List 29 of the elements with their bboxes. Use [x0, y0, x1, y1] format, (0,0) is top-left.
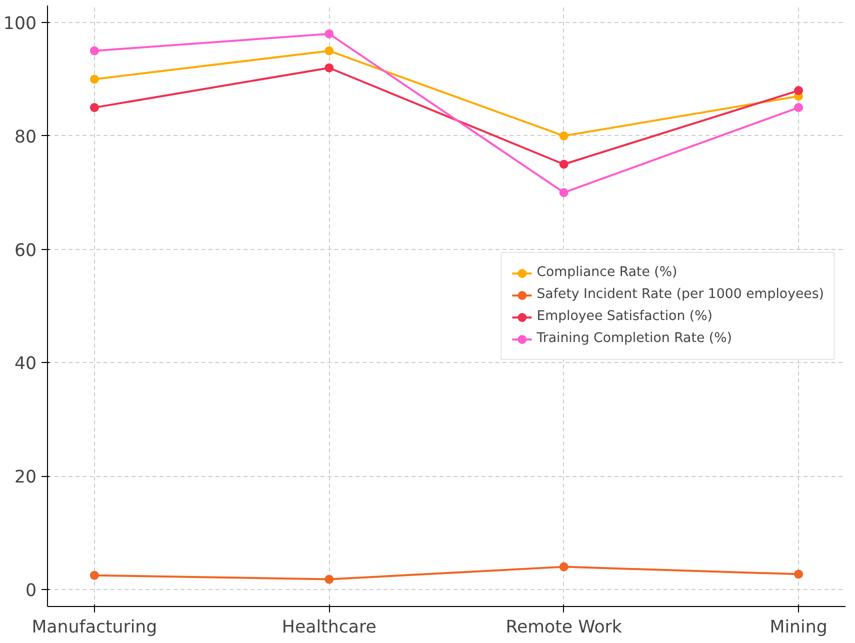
point [794, 103, 804, 112]
point [90, 570, 99, 580]
x-tick-label: Healthcare [282, 618, 376, 638]
legend-label: Employee Satisfaction (%) [536, 309, 712, 324]
y-tick-label: 80 [14, 127, 37, 148]
point [90, 74, 99, 84]
point [559, 562, 568, 572]
point [794, 570, 804, 579]
point [90, 46, 99, 56]
point [324, 29, 334, 38]
legend-label: Training Completion Rate (%) [536, 331, 732, 346]
legend-label: Compliance Rate (%) [536, 265, 678, 280]
point [559, 188, 568, 198]
point [324, 574, 334, 584]
point [324, 46, 334, 56]
point [90, 103, 99, 112]
point [559, 160, 568, 169]
x-tick-label: Remote Work [506, 618, 622, 638]
point [324, 63, 334, 72]
y-tick-label: 0 [25, 580, 37, 601]
x-tick-label: Manufacturing [32, 618, 158, 638]
legend-label: Safety Incident Rate (per 1000 employees) [536, 287, 824, 302]
y-tick-label: 20 [14, 468, 37, 488]
x-tick-label: Mining [770, 618, 828, 638]
y-tick-label: 100 [3, 14, 37, 34]
y-tick-label: 60 [14, 240, 37, 261]
y-tick-label: 40 [14, 354, 37, 374]
point [794, 86, 804, 96]
point [559, 131, 568, 140]
